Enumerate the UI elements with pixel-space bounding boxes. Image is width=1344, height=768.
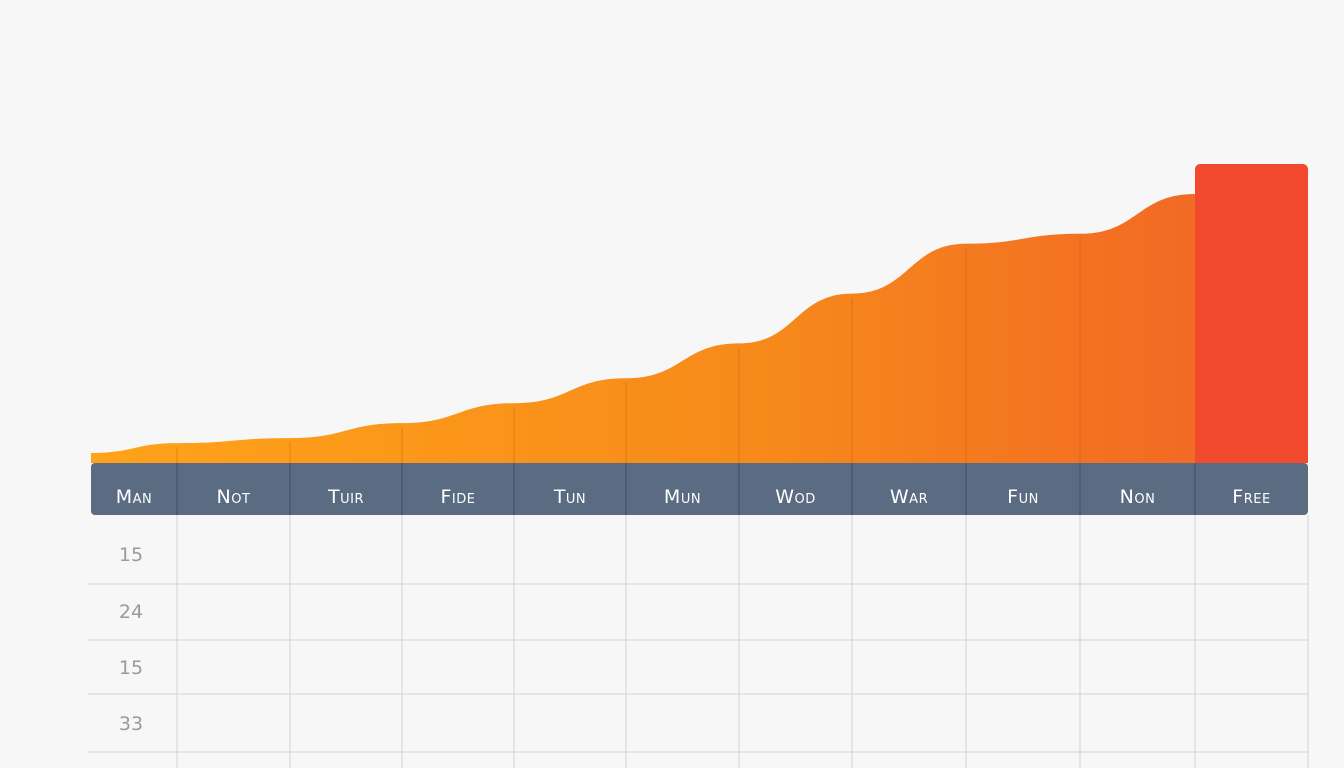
x-tick-label: Fun: [1007, 486, 1039, 508]
x-tick-label: Free: [1232, 486, 1270, 508]
x-tick-label: Tun: [553, 486, 586, 508]
x-tick-label: Tuir: [327, 486, 364, 508]
x-tick-label: Man: [116, 486, 153, 508]
header-background: [91, 463, 1308, 515]
x-tick-label: Not: [217, 486, 251, 508]
x-tick-label: Non: [1120, 486, 1156, 508]
row-label: 33: [119, 713, 143, 735]
table-grid: [88, 515, 1309, 768]
category-header-bar: Man Not Tuir Fide Tun Mun Wod War Fun Non Free: [91, 463, 1308, 515]
x-tick-label: Fide: [441, 486, 476, 508]
row-label: 15: [119, 657, 143, 679]
column-dividers: [176, 237, 1081, 463]
area-layer: [91, 164, 1308, 463]
highlight-bar-body: [1195, 174, 1308, 463]
x-tick-label: Mun: [664, 486, 701, 508]
row-label: 24: [119, 601, 143, 623]
row-labels: 15 24 15 33: [119, 544, 143, 735]
x-tick-label: Wod: [775, 486, 816, 508]
area-series: [91, 194, 1195, 463]
row-label: 15: [119, 544, 143, 566]
x-tick-label: War: [890, 486, 928, 508]
